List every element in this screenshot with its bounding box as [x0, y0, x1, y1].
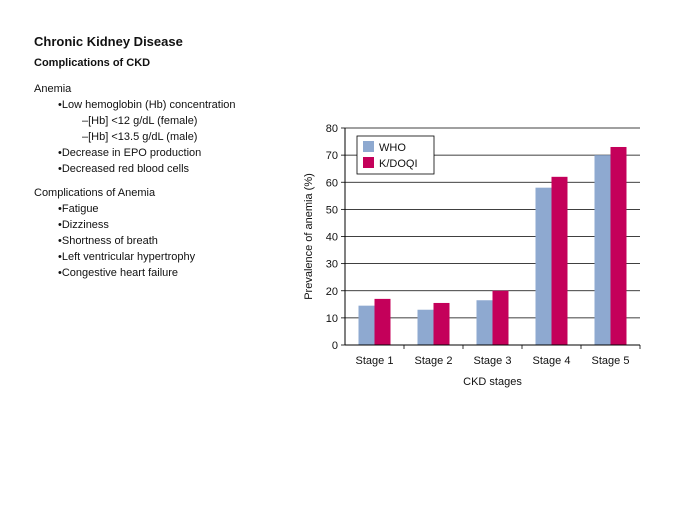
slide-title: Chronic Kidney Disease: [34, 34, 183, 49]
bar-who: [535, 187, 552, 345]
y-tick-label: 40: [326, 232, 338, 244]
y-tick-label: 30: [326, 259, 338, 271]
y-tick-label: 20: [326, 286, 338, 298]
anemia-section: Anemia Low hemoglobin (Hb) concentration…: [34, 81, 236, 177]
legend-label: WHO: [379, 142, 406, 154]
axes: 0 10 20 30 40 50 60 70 80 Stage 1 Stage 2 Stage 3 St…: [303, 123, 641, 388]
anemia-sub-bullet: [Hb] <12 g/dL (female): [34, 113, 236, 129]
legend-swatch-who: [363, 141, 374, 152]
anemia-list: Low hemoglobin (Hb) concentration[Hb] <1…: [34, 97, 236, 177]
complications-section: Complications of Anemia FatigueDizziness…: [34, 185, 195, 281]
y-tick-label: 50: [326, 204, 338, 216]
complications-heading: Complications of Anemia: [34, 187, 156, 199]
y-tick-label: 60: [326, 177, 338, 189]
anemia-bullet: Decrease in EPO production: [34, 145, 236, 161]
bar-k-doqi: [551, 176, 568, 345]
legend: WHO K/DOQI: [356, 135, 435, 175]
complication-bullet: Shortness of breath: [34, 233, 195, 249]
anemia-bullet: Low hemoglobin (Hb) concentration: [34, 97, 236, 113]
anemia-bullet: Decreased red blood cells: [34, 161, 236, 177]
bar-k-doqi: [374, 298, 391, 345]
complications-list: FatigueDizzinessShortness of breathLeft …: [34, 201, 195, 281]
y-axis-title: Prevalence of anemia (%): [303, 173, 315, 300]
x-tick-label: Stage 5: [592, 355, 630, 367]
x-tick-label: Stage 1: [356, 355, 394, 367]
legend-label: K/DOQI: [379, 158, 418, 170]
bar-who: [417, 309, 434, 345]
bar-who: [594, 155, 611, 345]
y-tick-label: 70: [326, 150, 338, 162]
anemia-heading: Anemia: [34, 83, 72, 95]
bar-who: [358, 305, 375, 345]
x-tick-label: Stage 2: [415, 355, 453, 367]
complication-bullet: Congestive heart failure: [34, 265, 195, 281]
bar-k-doqi: [610, 146, 627, 345]
y-tick-label: 10: [326, 313, 338, 325]
bars: [358, 146, 627, 345]
complication-bullet: Fatigue: [34, 201, 195, 217]
bar-k-doqi: [433, 302, 450, 345]
bar-who: [476, 300, 493, 345]
slide-subtitle: Complications of CKD: [34, 57, 151, 69]
x-axis-title: CKD stages: [463, 376, 522, 388]
complication-bullet: Dizziness: [34, 217, 195, 233]
x-tick-label: Stage 4: [533, 355, 571, 367]
bar-k-doqi: [492, 290, 509, 345]
complication-bullet: Left ventricular hypertrophy: [34, 249, 195, 265]
y-tick-label: 80: [326, 123, 338, 135]
x-tick-label: Stage 3: [474, 355, 512, 367]
legend-swatch-k-doqi: [363, 157, 374, 168]
anemia-sub-bullet: [Hb] <13.5 g/dL (male): [34, 129, 236, 145]
y-tick-label: 0: [332, 340, 338, 352]
